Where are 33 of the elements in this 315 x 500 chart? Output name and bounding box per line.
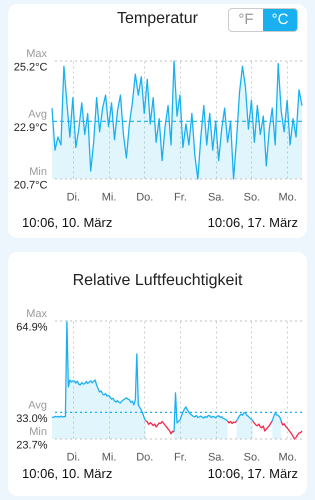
- x-tick-label: Sa.: [208, 192, 224, 204]
- y-tick-label: 64.9%: [16, 322, 48, 334]
- ref-line-label: Min: [29, 426, 47, 438]
- y-tick-label: 23.7%: [16, 440, 48, 452]
- x-tick-label: Mo.: [278, 192, 297, 204]
- x-tick-label: Sa.: [208, 452, 224, 464]
- y-tick-label: 20.7°C: [14, 180, 48, 192]
- x-tick-label: Do.: [136, 192, 154, 204]
- y-tick-label: 25.2°C: [14, 62, 48, 74]
- y-tick-label: 22.9°C: [14, 122, 48, 134]
- ref-line-label: Avg: [28, 399, 47, 412]
- chart-title: Temperatur: [117, 10, 198, 27]
- chart-title: Relative Luftfeuchtigkeit: [72, 272, 244, 290]
- ref-line-label: Max: [26, 48, 48, 60]
- x-tick-label: Mo.: [278, 452, 297, 464]
- x-tick-label: Fr.: [174, 452, 187, 464]
- unit-toggle: °F °C: [228, 8, 298, 32]
- x-tick-label: Di.: [66, 192, 80, 204]
- y-tick-label: 33.0%: [16, 412, 48, 425]
- x-tick-label: So.: [244, 452, 260, 464]
- x-tick-label: Mi.: [102, 452, 116, 464]
- text: 10:06, 17. März: [208, 466, 298, 481]
- x-tick-label: Do.: [136, 452, 154, 464]
- ref-line-label: Avg: [28, 108, 47, 120]
- x-tick-label: Fr.: [174, 192, 187, 204]
- x-tick-label: Mi.: [102, 192, 116, 204]
- x-tick-label: Di.: [66, 452, 80, 464]
- text: 10:06, 10. März: [22, 215, 112, 230]
- x-tick-label: So.: [244, 192, 260, 204]
- text: 10:06, 17. März: [208, 215, 298, 230]
- ref-line-label: Min: [29, 166, 47, 178]
- text: 10:06, 10. März: [22, 466, 112, 481]
- ref-line-label: Max: [26, 308, 48, 320]
